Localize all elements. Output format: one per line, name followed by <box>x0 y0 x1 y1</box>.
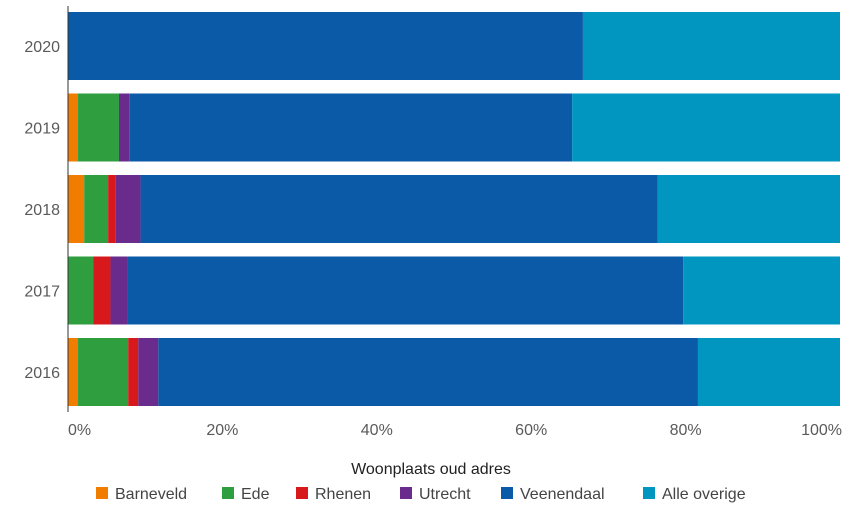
legend-label: Rhenen <box>315 486 371 503</box>
legend-item-veenendaal: Veenendaal <box>501 486 605 503</box>
legend-label: Barneveld <box>115 486 187 503</box>
y-tick-label-2017: 2017 <box>24 284 60 301</box>
legend-item-utrecht: Utrecht <box>400 486 471 503</box>
x-tick-label: 0% <box>68 422 91 439</box>
legend-label: Utrecht <box>419 486 471 503</box>
bar-segment-utrecht-2019 <box>118 93 130 162</box>
y-axis-labels: 2020 2019 2018 2017 2016 <box>24 39 60 382</box>
legend-swatch <box>643 487 655 499</box>
bars-layer <box>68 12 840 406</box>
legend-swatch <box>96 487 108 499</box>
bar-segment-barneveld-2018 <box>68 175 85 243</box>
legend-title: Woonplaats oud adres <box>351 461 511 478</box>
legend-swatch <box>400 487 412 499</box>
bar-segment-utrecht-2016 <box>138 338 159 406</box>
bar-segment-rhenen-2018 <box>108 175 116 243</box>
legend-item-barneveld: Barneveld <box>96 486 187 503</box>
y-tick-label-2016: 2016 <box>24 365 60 382</box>
legend-swatch <box>296 487 308 499</box>
legend-label: Alle overige <box>662 486 746 503</box>
x-tick-label: 60% <box>515 422 547 439</box>
bar-segment-veenendaal-2020 <box>68 12 583 80</box>
x-tick-label: 20% <box>206 422 238 439</box>
bar-segment-ede-2018 <box>84 175 109 243</box>
x-tick-label: 40% <box>361 422 393 439</box>
bar-segment-alle-overige-2019 <box>572 93 840 162</box>
bar-segment-barneveld-2019 <box>68 93 79 162</box>
y-tick-label-2020: 2020 <box>24 39 60 56</box>
legend-label: Veenendaal <box>520 486 605 503</box>
y-tick-label-2019: 2019 <box>24 121 60 138</box>
legend: Barneveld Ede Rhenen Utrecht Veenendaal Alle … <box>96 486 746 503</box>
bar-segment-veenendaal-2019 <box>129 93 573 162</box>
bar-segment-alle-overige-2018 <box>657 175 840 243</box>
y-tick-label-2018: 2018 <box>24 202 60 219</box>
bar-segment-alle-overige-2016 <box>697 338 840 406</box>
legend-item-alle-overige: Alle overige <box>643 486 746 503</box>
legend-swatch <box>222 487 234 499</box>
legend-item-ede: Ede <box>222 486 270 503</box>
bar-segment-veenendaal-2018 <box>140 175 658 243</box>
bar-segment-utrecht-2017 <box>110 256 128 325</box>
bar-segment-veenendaal-2017 <box>127 256 684 325</box>
bar-segment-utrecht-2018 <box>115 175 141 243</box>
bar-segment-rhenen-2017 <box>93 256 111 325</box>
bar-segment-alle-overige-2017 <box>683 256 840 325</box>
bar-segment-alle-overige-2020 <box>582 12 840 80</box>
x-tick-label: 100% <box>801 422 842 439</box>
legend-swatch <box>501 487 513 499</box>
legend-label: Ede <box>241 486 270 503</box>
bar-segment-ede-2016 <box>78 338 129 406</box>
x-axis-labels: 0% 20% 40% 60% 80% 100% <box>68 422 842 439</box>
bar-segment-rhenen-2016 <box>128 338 139 406</box>
x-tick-label: 80% <box>670 422 702 439</box>
bar-segment-ede-2019 <box>78 93 119 162</box>
bar-segment-veenendaal-2016 <box>158 338 698 406</box>
bar-segment-barneveld-2016 <box>68 338 79 406</box>
bar-segment-ede-2017 <box>68 256 94 325</box>
legend-item-rhenen: Rhenen <box>296 486 371 503</box>
